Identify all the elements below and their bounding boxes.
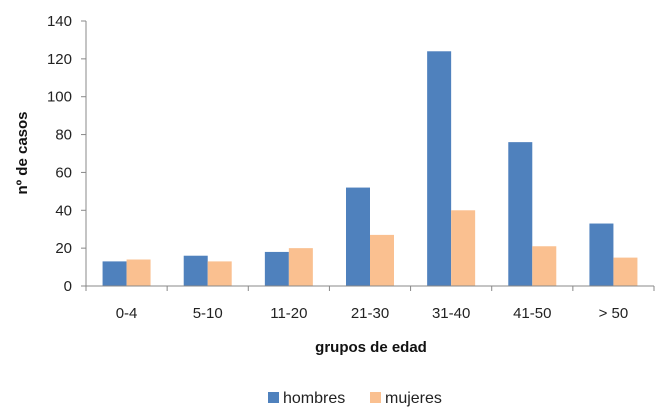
legend: hombres mujeres — [268, 390, 442, 407]
bar-mujeres-0 — [126, 259, 151, 286]
legend-swatch-mujeres — [370, 392, 381, 403]
y-tick-label: 100 — [47, 89, 72, 106]
bar-hombres-1 — [183, 255, 208, 286]
y-tick-label: 140 — [47, 13, 72, 30]
bar-mujeres-1 — [207, 261, 232, 286]
bar-hombres-3 — [346, 187, 370, 286]
x-tick-label: 0-4 — [116, 305, 138, 322]
bar-mujeres-5 — [532, 246, 557, 286]
legend-label-hombres: hombres — [283, 390, 345, 407]
y-tick-label: 20 — [55, 240, 72, 257]
bar-hombres-2 — [264, 251, 289, 286]
bar-mujeres-4 — [451, 210, 476, 286]
bar-hombres-6 — [589, 223, 614, 286]
bar-hombres-4 — [427, 51, 452, 287]
y-axis-ticks: 0 20 40 60 80 100 120 140 — [47, 13, 86, 295]
bar-mujeres-2 — [288, 248, 313, 286]
legend-label-mujeres: mujeres — [385, 390, 442, 407]
y-tick-label: 80 — [55, 127, 72, 144]
y-axis-title: nº de casos — [14, 111, 31, 194]
x-axis-title: grupos de edad — [315, 339, 427, 356]
y-tick-label: 120 — [47, 51, 72, 68]
y-tick-label: 60 — [55, 164, 72, 181]
y-tick-label: 0 — [64, 278, 72, 295]
bars — [102, 51, 638, 287]
bar-hombres-0 — [102, 261, 127, 286]
bar-mujeres-3 — [370, 234, 394, 286]
x-axis-ticks — [85, 286, 655, 291]
x-tick-label: 5-10 — [193, 305, 223, 322]
bar-mujeres-6 — [613, 257, 638, 286]
legend-swatch-hombres — [268, 392, 279, 403]
bar-hombres-5 — [508, 142, 533, 286]
x-tick-label: > 50 — [599, 305, 629, 322]
x-tick-label: 41-50 — [513, 305, 551, 322]
y-tick-label: 40 — [55, 202, 72, 219]
x-tick-label: 31-40 — [432, 305, 470, 322]
x-tick-label: 11-20 — [270, 305, 307, 322]
x-tick-label: 21-30 — [351, 305, 389, 322]
x-axis-tick-labels: 0-4 5-10 11-20 21-30 31-40 41-50 > 50 — [116, 305, 629, 322]
